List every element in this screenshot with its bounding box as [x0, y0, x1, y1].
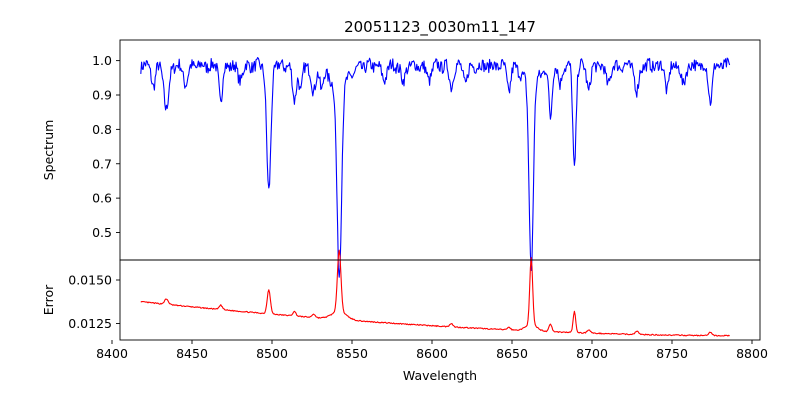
error-y-tick-label: 0.0150 [68, 273, 112, 288]
chart-title: 20051123_0030m11_147 [344, 18, 536, 37]
spectrum-y-tick-label: 0.7 [92, 156, 112, 171]
x-tick-label: 8700 [576, 346, 608, 361]
spectrum-y-tick-label: 0.6 [92, 191, 112, 206]
spectrum-y-tick-label: 0.9 [92, 88, 112, 103]
x-tick-label: 8550 [336, 346, 368, 361]
error-panel: 0.0150 0.0125 8400 8450 8500 8550 8600 8650 870… [41, 249, 768, 383]
spectrum-line [140, 57, 731, 278]
spectrum-y-tick-label: 0.5 [92, 225, 112, 240]
x-tick-label: 8500 [256, 346, 288, 361]
spectrum-y-tick-label: 1.0 [92, 53, 112, 68]
x-tick-label: 8600 [416, 346, 448, 361]
x-tick-label: 8650 [496, 346, 528, 361]
x-tick-label: 8450 [176, 346, 208, 361]
spectrum-y-tick-label: 0.8 [92, 122, 112, 137]
error-line [140, 249, 730, 337]
error-y-axis-label: Error [41, 284, 56, 315]
error-y-tick-label: 0.0125 [68, 316, 112, 331]
x-tick-label: 8750 [656, 346, 688, 361]
spectrum-y-axis-label: Spectrum [41, 120, 56, 181]
error-axes-frame [119, 259, 761, 341]
x-axis-label: Wavelength [403, 368, 477, 383]
x-tick-label: 8800 [736, 346, 768, 361]
x-tick-label: 8400 [96, 346, 128, 361]
